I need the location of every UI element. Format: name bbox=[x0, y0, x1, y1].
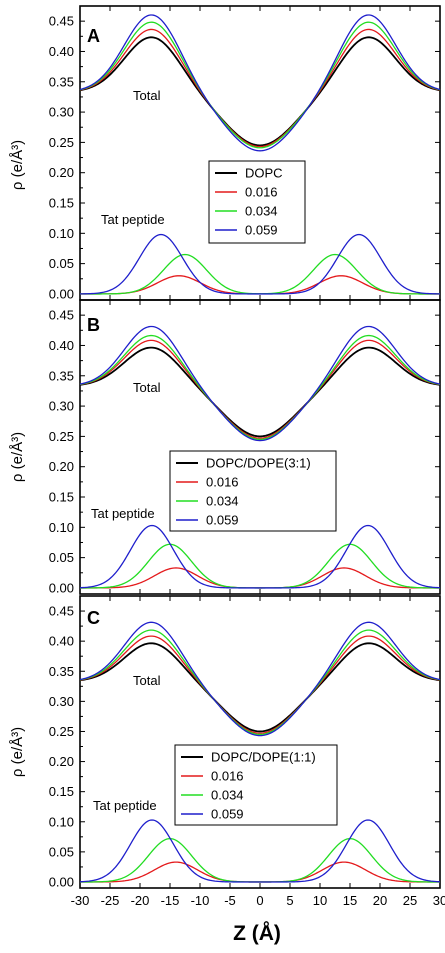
series-line-total-0-034 bbox=[79, 334, 441, 441]
panel-a: 0.00 0.05 0.10 0.15 0.20 0.25 0.30 0.35 0.40 0.45… bbox=[49, 5, 441, 301]
series-line-peptide-0-034 bbox=[80, 253, 440, 295]
x-tick-label: -5 bbox=[224, 893, 236, 908]
legend-label: 0.059 bbox=[245, 223, 278, 238]
x-tick-label: -30 bbox=[71, 893, 90, 908]
legend-label: 0.034 bbox=[211, 788, 244, 803]
panel-label: A bbox=[87, 26, 100, 46]
y-tick-label: 0.35 bbox=[49, 368, 74, 383]
x-tick-label: 0 bbox=[256, 893, 263, 908]
series-line-peptide-0-034 bbox=[80, 837, 440, 883]
series-line-peptide-0-059 bbox=[79, 819, 441, 883]
x-tick-label: 30 bbox=[433, 893, 445, 908]
series-line-peptide-0-016 bbox=[80, 567, 440, 589]
y-tick-label: 0.40 bbox=[49, 44, 74, 59]
total-annotation: Total bbox=[133, 673, 161, 688]
y-tick-label: 0.00 bbox=[49, 580, 74, 595]
series-line-total-DOPC-DOPE-1-1- bbox=[79, 642, 441, 733]
y-tick-label: 0.05 bbox=[49, 550, 74, 565]
series-line-peptide-0-016 bbox=[80, 861, 440, 883]
y-tick-label: 0.00 bbox=[49, 286, 74, 301]
y-tick-label: 0.25 bbox=[49, 135, 74, 150]
series-line-peptide-0-059 bbox=[79, 233, 441, 295]
y-tick-label: 0.25 bbox=[49, 429, 74, 444]
legend-label: 0.059 bbox=[206, 513, 239, 528]
series-line-total-0-034 bbox=[79, 629, 441, 736]
panel-label: B bbox=[87, 315, 100, 335]
y-tick-label: 0.20 bbox=[49, 165, 74, 180]
legend-box bbox=[174, 744, 338, 826]
y-tick-label: 0.20 bbox=[49, 459, 74, 474]
x-tick-label: 5 bbox=[286, 893, 293, 908]
x-tick-label: 15 bbox=[343, 893, 357, 908]
y-tick-label: 0.45 bbox=[49, 604, 74, 619]
panel-c: 0.00 0.05 0.10 0.15 0.20 0.25 0.30 0.35 0.40 0.45… bbox=[49, 595, 445, 908]
series-line-total-DOPC-DOPE-3-1- bbox=[79, 346, 441, 438]
y-tick-label: 0.10 bbox=[49, 226, 74, 241]
x-tick-label: -10 bbox=[191, 893, 210, 908]
y-tick-label: 0.35 bbox=[49, 74, 74, 89]
y-tick-label: 0.45 bbox=[49, 14, 74, 29]
x-tick-label: 10 bbox=[313, 893, 327, 908]
y-axis-label-panel-b: ρ (e/Å³) bbox=[9, 432, 26, 482]
tat-peptide-annotation: Tat peptide bbox=[91, 506, 155, 521]
legend-label: 0.034 bbox=[206, 494, 239, 509]
series-line-total-0-034 bbox=[79, 21, 441, 149]
legend-label: 0.016 bbox=[206, 475, 239, 490]
series-line-total-0-016 bbox=[79, 339, 441, 439]
series-line-total-0-016 bbox=[79, 635, 441, 734]
legend: DOPC/DOPE(1:1) 0.016 0.034 0.059 bbox=[174, 744, 338, 826]
legend-label: 0.016 bbox=[211, 769, 244, 784]
panel-label: C bbox=[87, 608, 100, 628]
legend-label: DOPC/DOPE(1:1) bbox=[211, 750, 316, 765]
y-axis-label-panel-c: ρ (e/Å³) bbox=[9, 727, 26, 777]
series-line-total-0-059 bbox=[79, 621, 441, 737]
total-annotation: Total bbox=[133, 88, 161, 103]
y-tick-label: 0.30 bbox=[49, 105, 74, 120]
x-tick-label: -20 bbox=[131, 893, 150, 908]
y-tick-label: 0.20 bbox=[49, 754, 74, 769]
y-tick-label: 0.30 bbox=[49, 399, 74, 414]
x-axis-label: Z (Å) bbox=[233, 921, 281, 945]
x-tick-label: 20 bbox=[373, 893, 387, 908]
y-axis-label-panel-a: ρ (e/Å³) bbox=[9, 140, 26, 190]
plot-frame bbox=[79, 5, 441, 301]
y-tick-label: 0.45 bbox=[49, 308, 74, 323]
series-line-total-DOPC bbox=[79, 36, 441, 147]
legend: DOPC 0.016 0.034 0.059 bbox=[208, 160, 306, 244]
legend-label: 0.016 bbox=[245, 185, 278, 200]
legend-label: 0.059 bbox=[211, 807, 244, 822]
series-line-total-0-016 bbox=[79, 28, 441, 148]
total-annotation: Total bbox=[133, 380, 161, 395]
series-line-total-0-059 bbox=[79, 325, 441, 442]
y-tick-label: 0.40 bbox=[49, 338, 74, 353]
y-tick-label: 0.30 bbox=[49, 694, 74, 709]
y-tick-label: 0.35 bbox=[49, 664, 74, 679]
y-tick-label: 0.10 bbox=[49, 520, 74, 535]
legend-label: 0.034 bbox=[245, 204, 278, 219]
y-tick-label: 0.15 bbox=[49, 784, 74, 799]
series-line-peptide-0-034 bbox=[80, 543, 440, 589]
y-tick-label: 0.05 bbox=[49, 844, 74, 859]
x-tick-label: -15 bbox=[161, 893, 180, 908]
tat-peptide-annotation: Tat peptide bbox=[93, 798, 157, 813]
y-tick-label: 0.25 bbox=[49, 724, 74, 739]
y-tick-label: 0.40 bbox=[49, 634, 74, 649]
y-tick-label: 0.00 bbox=[49, 874, 74, 889]
y-tick-label: 0.15 bbox=[49, 196, 74, 211]
legend-label: DOPC/DOPE(3:1) bbox=[206, 456, 311, 471]
x-tick-label: 25 bbox=[403, 893, 417, 908]
legend-box bbox=[169, 450, 337, 532]
panel-b: 0.00 0.05 0.10 0.15 0.20 0.25 0.30 0.35 0.40 0.45… bbox=[49, 299, 441, 595]
series-line-total-0-059 bbox=[79, 14, 441, 152]
y-tick-label: 0.05 bbox=[49, 256, 74, 271]
y-tick-label: 0.10 bbox=[49, 814, 74, 829]
series-line-peptide-0-059 bbox=[79, 524, 441, 589]
legend-label: DOPC bbox=[245, 166, 283, 181]
y-tick-label: 0.15 bbox=[49, 490, 74, 505]
legend: DOPC/DOPE(3:1) 0.016 0.034 0.059 bbox=[169, 450, 337, 532]
x-tick-label: -25 bbox=[101, 893, 120, 908]
tat-peptide-annotation: Tat peptide bbox=[101, 212, 165, 227]
